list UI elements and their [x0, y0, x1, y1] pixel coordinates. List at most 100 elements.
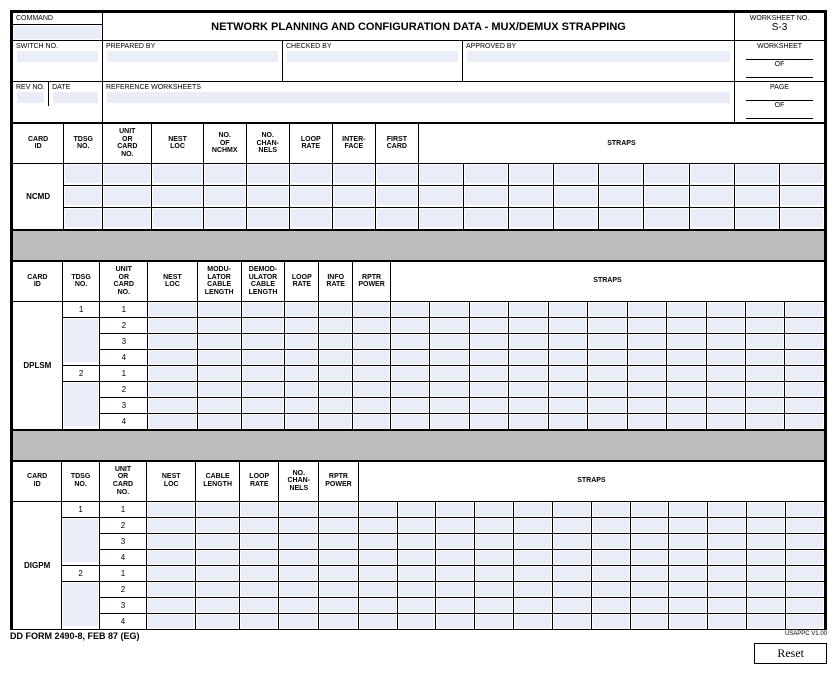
data-input[interactable]: [786, 367, 823, 380]
data-input[interactable]: [149, 319, 196, 332]
data-input[interactable]: [286, 335, 317, 348]
data-input[interactable]: [465, 187, 507, 205]
data-input[interactable]: [555, 187, 597, 205]
data-input[interactable]: [748, 567, 784, 580]
data-input[interactable]: [360, 599, 396, 612]
data-input[interactable]: [645, 165, 687, 183]
data-input[interactable]: [199, 335, 240, 348]
data-input[interactable]: [153, 165, 201, 183]
data-input[interactable]: [670, 503, 706, 516]
data-input[interactable]: [149, 351, 196, 364]
data-input[interactable]: [471, 319, 507, 332]
data-input[interactable]: [510, 367, 546, 380]
data-input[interactable]: [748, 615, 784, 628]
data-input[interactable]: [589, 303, 625, 316]
data-input[interactable]: [554, 567, 590, 580]
data-input[interactable]: [320, 535, 357, 548]
data-input[interactable]: [748, 583, 784, 596]
data-input[interactable]: [550, 351, 586, 364]
data-input[interactable]: [291, 209, 331, 227]
data-input[interactable]: [291, 187, 331, 205]
data-input[interactable]: [360, 535, 396, 548]
data-input[interactable]: [280, 615, 317, 628]
data-input[interactable]: [476, 503, 512, 516]
data-input[interactable]: [786, 399, 823, 412]
data-input[interactable]: [320, 383, 351, 396]
data-input[interactable]: [392, 415, 428, 428]
data-input[interactable]: [243, 303, 284, 316]
data-input[interactable]: [197, 535, 238, 548]
data-input[interactable]: [554, 583, 590, 596]
data-input[interactable]: [399, 503, 435, 516]
data-input[interactable]: [64, 383, 99, 426]
data-input[interactable]: [149, 383, 196, 396]
data-input[interactable]: [593, 519, 629, 532]
data-input[interactable]: [510, 165, 552, 183]
data-input[interactable]: [515, 615, 551, 628]
data-input[interactable]: [197, 567, 238, 580]
data-input[interactable]: [736, 187, 778, 205]
data-input[interactable]: [320, 551, 357, 564]
data-input[interactable]: [399, 615, 435, 628]
data-input[interactable]: [399, 551, 435, 564]
data-input[interactable]: [354, 415, 389, 428]
data-input[interactable]: [199, 383, 240, 396]
data-input[interactable]: [241, 503, 278, 516]
data-input[interactable]: [431, 335, 467, 348]
data-input[interactable]: [286, 415, 317, 428]
data-input[interactable]: [399, 583, 435, 596]
data-input[interactable]: [320, 335, 351, 348]
data-input[interactable]: [748, 599, 784, 612]
data-input[interactable]: [431, 399, 467, 412]
data-input[interactable]: [148, 503, 194, 516]
data-input[interactable]: [471, 351, 507, 364]
data-input[interactable]: [632, 551, 668, 564]
data-input[interactable]: [392, 367, 428, 380]
data-input[interactable]: [320, 583, 357, 596]
data-input[interactable]: [354, 383, 389, 396]
data-input[interactable]: [437, 535, 473, 548]
data-input[interactable]: [510, 399, 546, 412]
data-input[interactable]: [392, 319, 428, 332]
data-input[interactable]: [645, 209, 687, 227]
data-input[interactable]: [280, 519, 317, 532]
data-input[interactable]: [748, 551, 784, 564]
data-input[interactable]: [471, 303, 507, 316]
data-input[interactable]: [104, 165, 150, 183]
data-input[interactable]: [197, 551, 238, 564]
data-input[interactable]: [781, 187, 823, 205]
data-input[interactable]: [320, 599, 357, 612]
data-input[interactable]: [360, 551, 396, 564]
data-input[interactable]: [286, 383, 317, 396]
data-input[interactable]: [243, 335, 284, 348]
data-input[interactable]: [360, 583, 396, 596]
worksheet-line1[interactable]: [746, 51, 813, 60]
data-input[interactable]: [420, 165, 462, 183]
data-input[interactable]: [670, 535, 706, 548]
reset-button[interactable]: Reset: [754, 643, 827, 664]
data-input[interactable]: [286, 367, 317, 380]
data-input[interactable]: [280, 551, 317, 564]
data-input[interactable]: [437, 503, 473, 516]
data-input[interactable]: [786, 415, 823, 428]
data-input[interactable]: [248, 187, 288, 205]
data-input[interactable]: [399, 599, 435, 612]
data-input[interactable]: [286, 303, 317, 316]
data-input[interactable]: [63, 583, 98, 626]
data-input[interactable]: [199, 399, 240, 412]
data-input[interactable]: [550, 335, 586, 348]
data-input[interactable]: [668, 351, 704, 364]
data-input[interactable]: [199, 367, 240, 380]
data-input[interactable]: [248, 209, 288, 227]
data-input[interactable]: [786, 383, 823, 396]
data-input[interactable]: [354, 399, 389, 412]
data-input[interactable]: [320, 503, 357, 516]
data-input[interactable]: [63, 519, 98, 562]
data-input[interactable]: [465, 165, 507, 183]
page-line2[interactable]: [746, 110, 813, 119]
data-input[interactable]: [510, 303, 546, 316]
data-input[interactable]: [243, 415, 284, 428]
data-input[interactable]: [691, 165, 733, 183]
data-input[interactable]: [670, 599, 706, 612]
data-input[interactable]: [510, 351, 546, 364]
